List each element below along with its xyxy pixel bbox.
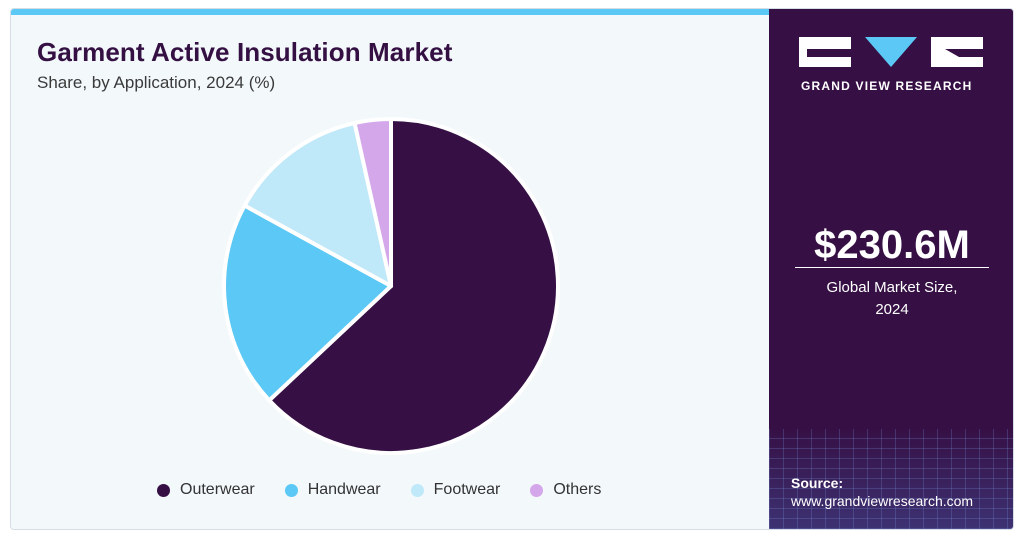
accent-bar (11, 9, 769, 15)
chart-title: Garment Active Insulation Market (37, 37, 453, 67)
legend-swatch-others (530, 483, 544, 497)
legend-item-handwear: Handwear (284, 481, 381, 499)
pie-slice-outerwear (267, 117, 560, 455)
chart-panel: Garment Active Insulation Market Share, … (11, 9, 769, 529)
pie-slice-others (352, 117, 393, 288)
market-size-value: $230.6M (814, 223, 970, 267)
legend-item-outerwear: Outerwear (157, 481, 255, 499)
brand-name: GRAND VIEW RESEARCH (801, 79, 973, 93)
legend-label-footwear: Footwear (433, 481, 501, 498)
legend-item-others: Others (530, 481, 601, 499)
pie-slice-footwear (242, 121, 393, 288)
legend-swatch-outerwear (157, 483, 170, 497)
source-link[interactable]: www.grandviewresearch.com (791, 493, 974, 509)
source-label: Source: (791, 475, 844, 491)
market-size-label-line2: 2024 (875, 301, 909, 318)
chart-legend: Outerwear Handwear Footwear Others (157, 481, 631, 499)
value-divider (795, 267, 989, 268)
legend-swatch-footwear (410, 483, 424, 497)
legend-label-others: Others (553, 481, 602, 498)
market-size-label-line1: Global Market Size, (826, 279, 958, 296)
brand-logo-icon (799, 37, 983, 67)
chart-card: Garment Active Insulation Market Share, … (10, 8, 1014, 530)
legend-item-footwear: Footwear (410, 481, 501, 499)
decorative-grid (769, 429, 1013, 529)
legend-label-handwear: Handwear (307, 481, 381, 498)
legend-swatch-handwear (284, 483, 298, 497)
legend-label-outerwear: Outerwear (180, 481, 255, 498)
chart-subtitle: Share, by Application, 2024 (%) (37, 73, 276, 92)
market-size-label: Global Market Size, 2024 (769, 277, 1013, 321)
pie-slice-handwear (222, 203, 393, 403)
pie-chart (222, 117, 560, 455)
sidebar-panel: GRAND VIEW RESEARCH $230.6M Global Marke… (769, 9, 1013, 529)
